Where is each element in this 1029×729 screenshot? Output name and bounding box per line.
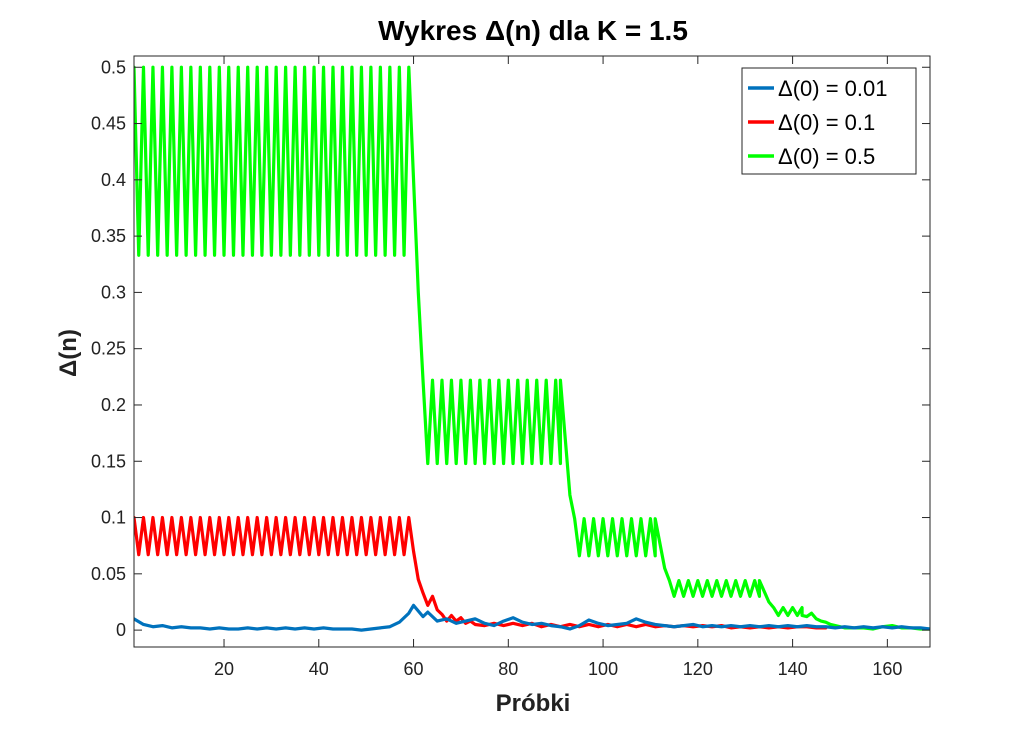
x-tick-label: 40 xyxy=(309,659,329,679)
x-tick-label: 100 xyxy=(588,659,618,679)
y-tick-label: 0.3 xyxy=(101,282,126,302)
series-group xyxy=(134,65,930,632)
y-tick-label: 0.05 xyxy=(91,564,126,584)
y-tick-label: 0 xyxy=(116,620,126,640)
y-axis-label: Δ(n) xyxy=(55,329,82,377)
x-tick-label: 160 xyxy=(872,659,902,679)
series-line-2 xyxy=(134,515,828,630)
x-tick-label: 60 xyxy=(404,659,424,679)
x-axis-label: Próbki xyxy=(496,690,571,717)
legend-entry-2: Δ(0) = 0.1 xyxy=(778,110,875,135)
legend-entry-3: Δ(0) = 0.5 xyxy=(778,144,875,169)
x-tick-label: 140 xyxy=(778,659,808,679)
x-tick-label: 120 xyxy=(683,659,713,679)
legend: Δ(0) = 0.01 Δ(0) = 0.1 Δ(0) = 0.5 xyxy=(741,67,917,175)
x-tick-label: 20 xyxy=(214,659,234,679)
y-tick-label: 0.2 xyxy=(101,395,126,415)
series-line-1 xyxy=(134,603,930,632)
chart-title: Wykres Δ(n) dla K = 1.5 xyxy=(378,15,688,46)
y-tick-label: 0.4 xyxy=(101,170,126,190)
y-tick-label: 0.45 xyxy=(91,114,126,134)
series-line-3 xyxy=(134,65,930,631)
y-tick-label: 0.5 xyxy=(101,57,126,77)
y-tick-label: 0.15 xyxy=(91,451,126,471)
y-tick-label: 0.35 xyxy=(91,226,126,246)
legend-entry-1: Δ(0) = 0.01 xyxy=(778,76,887,101)
axes-box xyxy=(133,55,931,648)
y-tick-label: 0.1 xyxy=(101,508,126,528)
x-tick-label: 80 xyxy=(498,659,518,679)
axis-ticks: 20 40 60 80 100 120 140 160 0 0.05 0.1 0.15 0.2 0.25 0… xyxy=(91,56,930,679)
y-tick-label: 0.25 xyxy=(91,339,126,359)
